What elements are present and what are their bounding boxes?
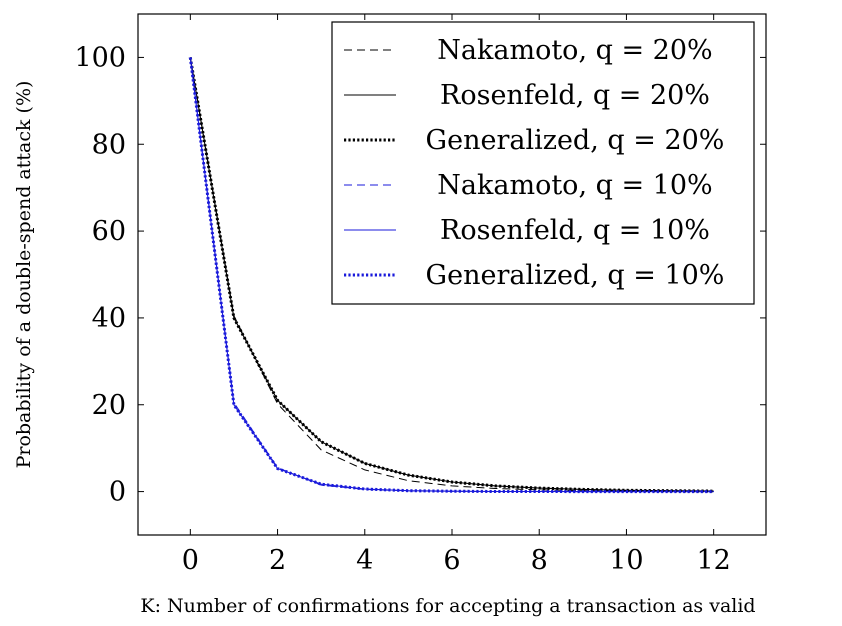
legend: Nakamoto, q = 20% Rosenfeld, q = 20% Gener… bbox=[331, 21, 755, 305]
x-tick-label: 6 bbox=[443, 545, 460, 576]
y-tick-label: 80 bbox=[92, 129, 126, 160]
x-tick-label: 8 bbox=[531, 545, 548, 576]
axis-ticks: 0 2 4 6 8 10 12 0 20 40 60 80 100 bbox=[74, 14, 766, 576]
series-line-5 bbox=[188, 57, 714, 494]
y-tick-label: 20 bbox=[92, 390, 126, 421]
y-tick-label: 0 bbox=[109, 477, 126, 508]
series-layer bbox=[188, 57, 714, 494]
x-axis-label: K: Number of confirmations for accepting… bbox=[140, 595, 755, 617]
legend-entry: Rosenfeld, q = 10% bbox=[440, 215, 710, 246]
x-tick-label: 10 bbox=[609, 545, 643, 576]
legend-entry: Nakamoto, q = 10% bbox=[437, 170, 712, 201]
y-tick-label: 100 bbox=[74, 42, 126, 73]
y-tick-label: 40 bbox=[92, 303, 126, 334]
y-tick-label: 60 bbox=[92, 216, 126, 247]
legend-entry: Generalized, q = 10% bbox=[426, 260, 725, 291]
x-tick-label: 4 bbox=[356, 545, 373, 576]
x-tick-label: 12 bbox=[696, 545, 730, 576]
x-tick-label: 0 bbox=[182, 545, 199, 576]
series-line-2 bbox=[188, 57, 714, 493]
legend-entry: Generalized, q = 20% bbox=[426, 125, 725, 156]
x-tick-label: 2 bbox=[269, 545, 286, 576]
legend-box bbox=[331, 21, 755, 305]
legend-entry: Nakamoto, q = 20% bbox=[437, 35, 712, 66]
legend-entry: Rosenfeld, q = 20% bbox=[440, 80, 710, 111]
y-axis-label: Probability of a double-spend attack (%) bbox=[13, 81, 35, 469]
